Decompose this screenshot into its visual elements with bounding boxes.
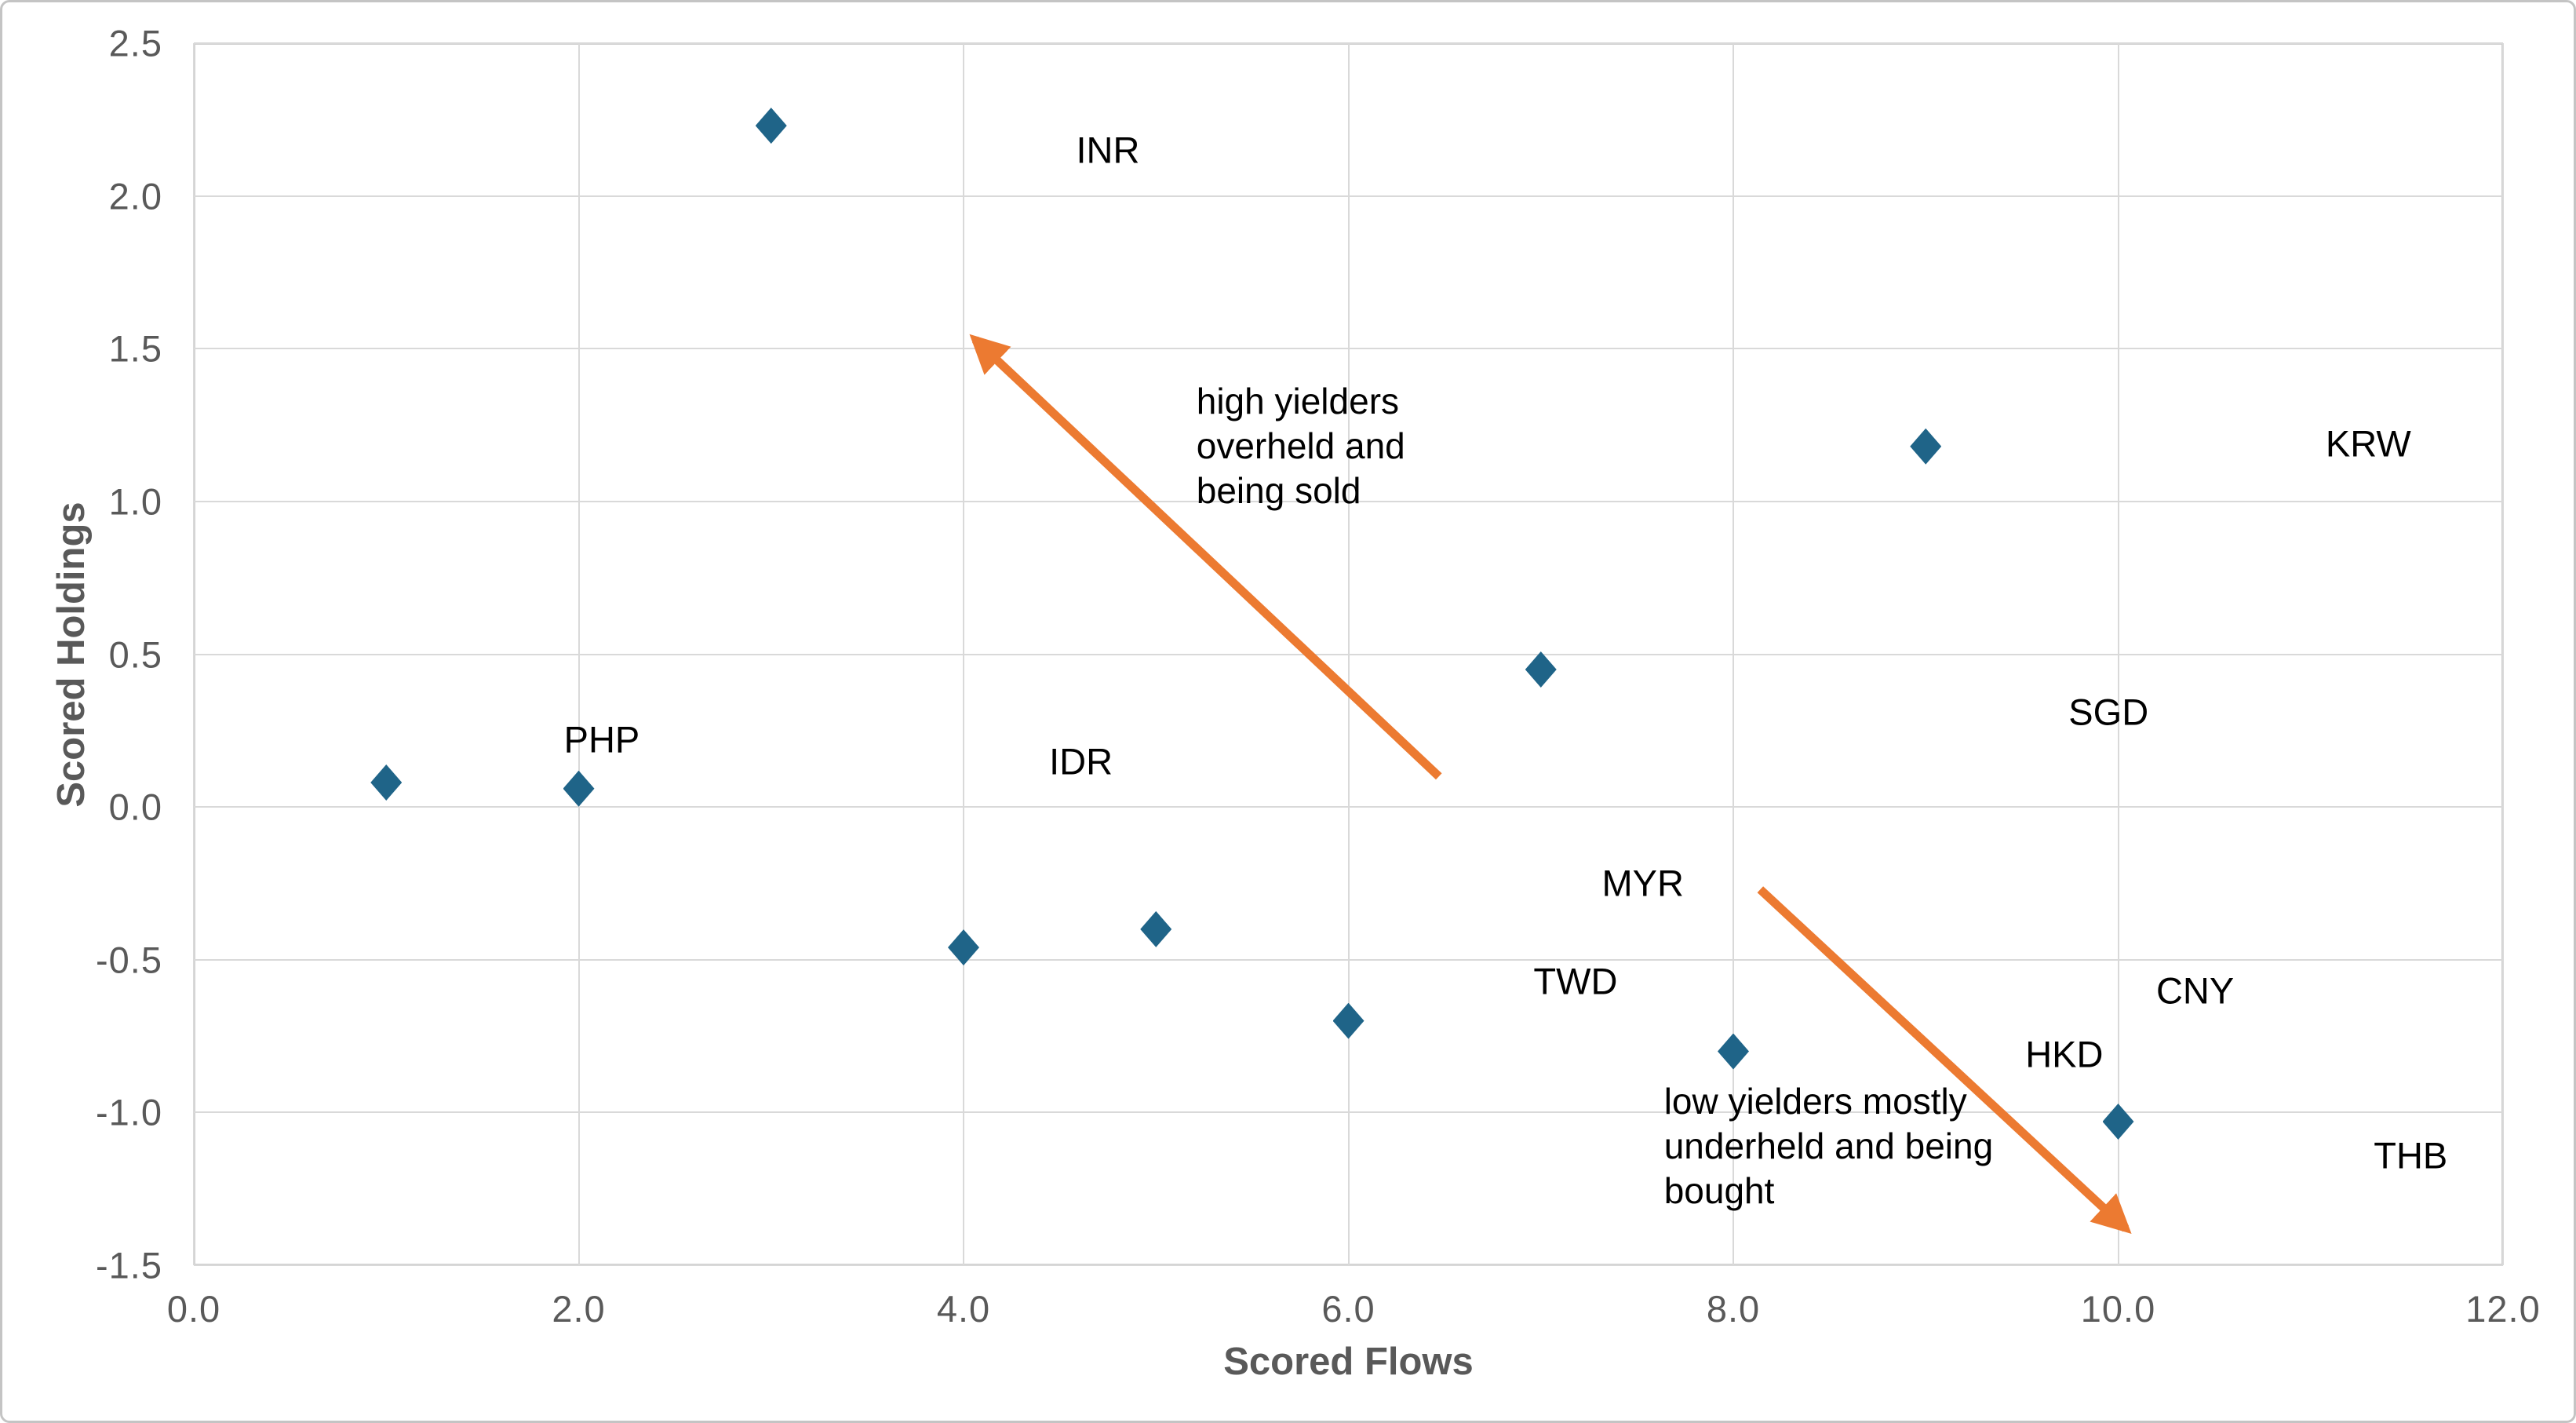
y-axis-tick-label: -1.5 [96, 1244, 162, 1286]
data-point-label: INR [1076, 129, 1140, 171]
y-axis-tick-label: 1.0 [108, 480, 162, 523]
y-axis-tick-label: 2.0 [108, 175, 162, 217]
data-point-label: CNY [2155, 969, 2235, 1012]
annotation-line: being sold [1196, 470, 1361, 512]
annotation-line: bought [1663, 1169, 1775, 1211]
data-point-label: SGD [2068, 691, 2149, 733]
x-axis-title: Scored Flows [1223, 1341, 1474, 1383]
vertical-gridline [2502, 43, 2504, 1265]
horizontal-gridline [194, 653, 2503, 655]
y-axis-tick-label: 0.0 [108, 786, 162, 828]
horizontal-gridline [194, 348, 2503, 350]
x-axis-tick-label: 0.0 [166, 1288, 221, 1330]
data-point-label: HKD [2025, 1033, 2104, 1075]
annotation-line: high yielders [1196, 381, 1400, 422]
y-axis-tick-label: -0.5 [96, 939, 162, 981]
x-axis-tick-label: 8.0 [1706, 1288, 1761, 1330]
y-axis-tick-label: 0.5 [108, 633, 162, 675]
data-point-label: TWD [1533, 960, 1618, 1002]
y-axis-tick-label: 1.5 [108, 327, 162, 370]
x-axis-tick-label: 2.0 [552, 1288, 606, 1330]
annotation-line: overheld and [1196, 425, 1405, 467]
annotation-line: low yielders mostly [1663, 1080, 1967, 1122]
y-axis-tick-label: -1.0 [96, 1091, 162, 1133]
data-point-label: KRW [2325, 422, 2411, 465]
annotation-text: low yielders mostly underheld and being bo… [1664, 1079, 1993, 1213]
x-axis-tick-label: 12.0 [2465, 1288, 2541, 1330]
y-axis-tick-label: 2.5 [108, 22, 162, 64]
horizontal-gridline [194, 958, 2503, 961]
x-axis-tick-label: 4.0 [936, 1288, 991, 1330]
annotation-text: high yielders overheld and being sold [1197, 379, 1405, 513]
horizontal-gridline [194, 1111, 2503, 1114]
data-point-label: PHP [563, 718, 640, 761]
x-axis-tick-label: 10.0 [2080, 1288, 2156, 1330]
data-point-label: IDR [1049, 740, 1113, 783]
horizontal-gridline [194, 42, 2503, 44]
data-point-label: THB [2374, 1134, 2448, 1177]
horizontal-gridline [194, 1264, 2503, 1266]
x-axis-tick-label: 6.0 [1321, 1288, 1375, 1330]
horizontal-gridline [194, 806, 2503, 808]
data-point-label: MYR [1601, 862, 1684, 904]
horizontal-gridline [194, 195, 2503, 197]
y-axis-title: Scored Holdings [50, 501, 93, 808]
annotation-line: underheld and being [1663, 1125, 1994, 1166]
